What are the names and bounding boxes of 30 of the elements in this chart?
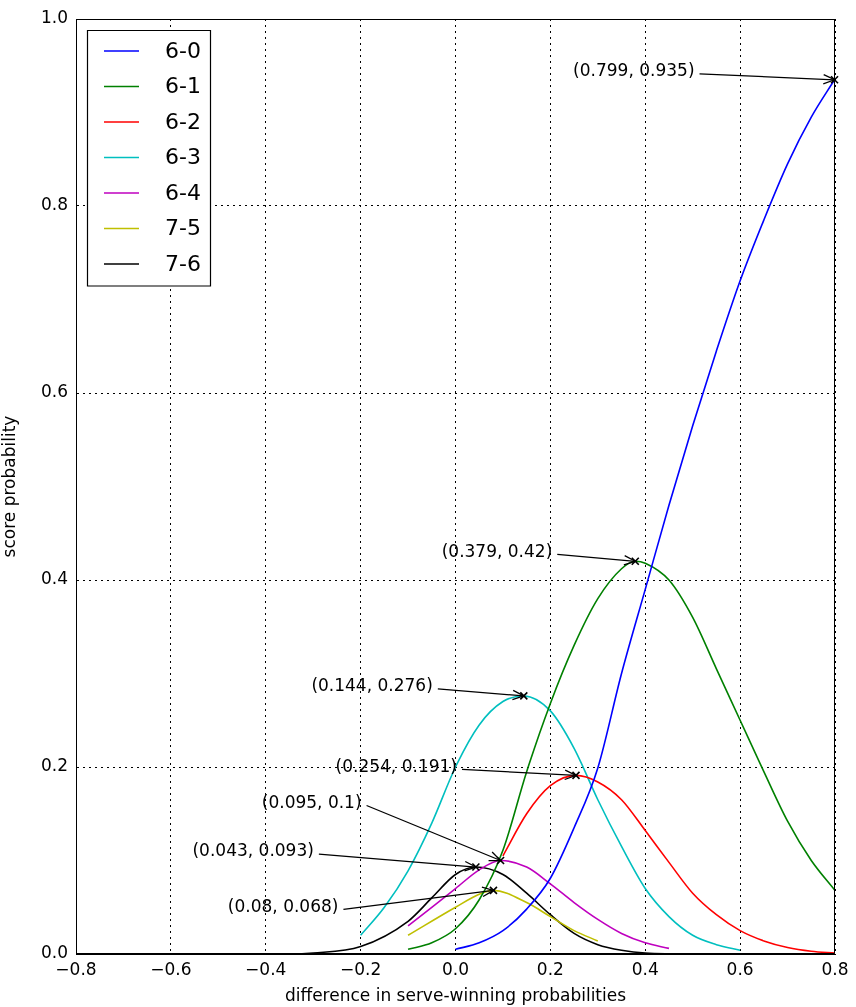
x-axis-title: difference in serve-winning probabilities xyxy=(284,985,627,1006)
annotation: (0.043, 0.093) xyxy=(192,840,314,861)
annotation: (0.08, 0.068) xyxy=(227,895,339,916)
x-tick-label: −0.4 xyxy=(245,958,287,979)
legend-label: 7-6 xyxy=(165,250,201,276)
x-tick-label: 0.0 xyxy=(441,958,470,979)
y-tick-label: 0.4 xyxy=(40,568,68,589)
x-tick-label: 0.2 xyxy=(536,958,564,979)
y-tick-label: 0.2 xyxy=(40,755,68,776)
y-tick-label: 1.0 xyxy=(40,7,68,28)
legend-label: 6-4 xyxy=(165,179,201,205)
point xyxy=(471,862,481,872)
annotation: (0.144, 0.276) xyxy=(311,675,433,696)
legend-label: 6-2 xyxy=(165,108,201,134)
annotation: (0.379, 0.42) xyxy=(441,540,553,561)
x-tick-label: −0.6 xyxy=(150,958,192,979)
x-tick-label: −0.2 xyxy=(339,958,382,979)
legend-label: 7-5 xyxy=(165,215,201,241)
annotation: (0.799, 0.935) xyxy=(573,60,695,81)
legend-label: 6-0 xyxy=(165,37,201,63)
legend-label: 6-1 xyxy=(165,73,201,99)
annotation: (0.095, 0.1) xyxy=(261,791,362,812)
y-tick-label: 0.6 xyxy=(40,381,68,402)
y-tick-label: 0.8 xyxy=(40,194,68,215)
x-tick-label: 0.4 xyxy=(631,958,659,979)
x-tick-label: 0.8 xyxy=(821,958,849,979)
annotation: (0.254, 0.191) xyxy=(335,755,457,776)
legend-label: 6-3 xyxy=(165,144,201,170)
x-tick-label: 0.6 xyxy=(726,958,754,979)
y-axis-title: score probability xyxy=(0,415,19,558)
